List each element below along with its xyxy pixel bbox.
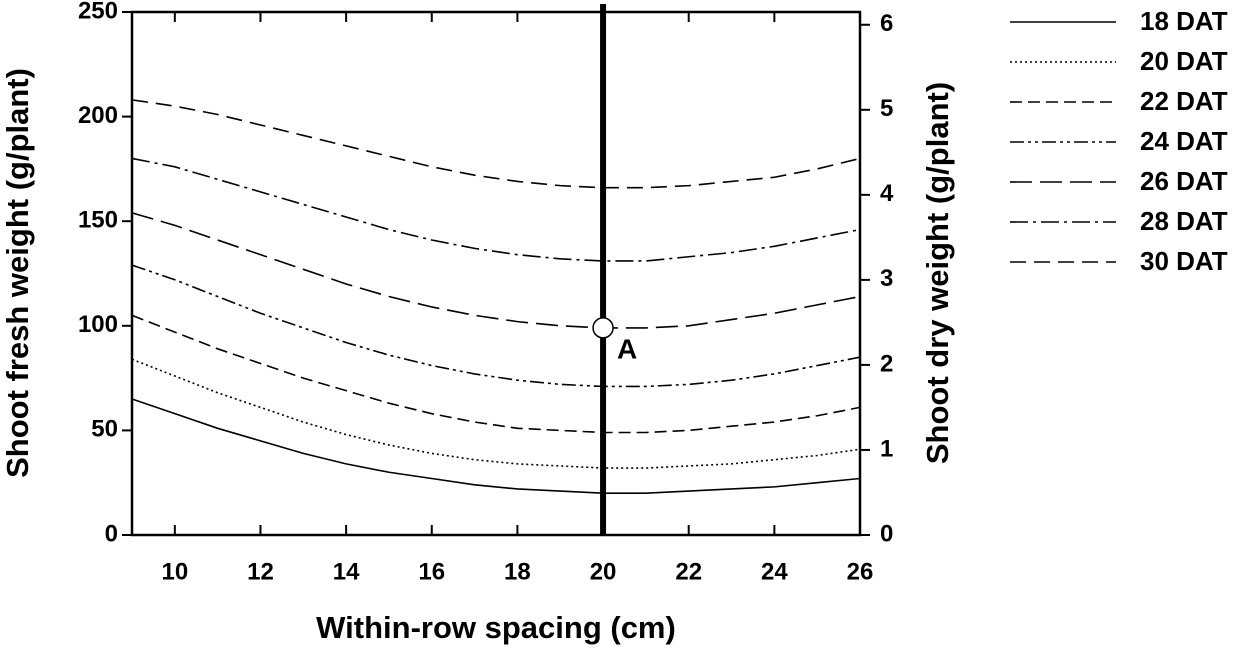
marker-point	[592, 317, 614, 339]
y2-tick-label: 1	[880, 435, 893, 462]
legend-label: 20 DAT	[1140, 46, 1228, 76]
series-line	[131, 314, 861, 434]
y-tick-label: 200	[78, 102, 118, 129]
y-tick-label: 0	[105, 520, 118, 547]
legend-label: 28 DAT	[1140, 206, 1228, 236]
y-tick-label: 50	[91, 416, 118, 443]
legend-label: 24 DAT	[1140, 126, 1228, 156]
y2-tick-label: 2	[880, 350, 893, 377]
x-axis-label: Within-row spacing (cm)	[316, 610, 676, 645]
y2-tick-label: 4	[880, 180, 894, 207]
series-line	[131, 264, 861, 388]
point-label: A	[617, 333, 637, 364]
x-tick-label: 14	[333, 558, 360, 585]
x-tick-label: 26	[847, 558, 874, 585]
y2-tick-label: 6	[880, 10, 893, 37]
y-tick-label: 250	[78, 0, 118, 24]
y2-axis-label: Shoot dry weight (g/plant)	[920, 82, 955, 464]
legend-label: 22 DAT	[1140, 86, 1228, 116]
x-tick-label: 16	[418, 558, 445, 585]
y-tick-label: 100	[78, 311, 118, 338]
y2-tick-label: 0	[880, 520, 893, 547]
series-line	[131, 157, 861, 262]
series-line	[131, 358, 861, 469]
y2-tick-label: 3	[880, 265, 893, 292]
series-line	[131, 99, 861, 189]
x-tick-label: 20	[590, 558, 617, 585]
x-tick-label: 12	[247, 558, 274, 585]
x-tick-label: 22	[675, 558, 702, 585]
x-tick-label: 24	[761, 558, 788, 585]
series-line	[131, 398, 861, 494]
x-tick-label: 10	[161, 558, 188, 585]
legend-label: 30 DAT	[1140, 246, 1228, 276]
y-tick-label: 150	[78, 207, 118, 234]
y-axis-label: Shoot fresh weight (g/plant)	[0, 68, 35, 478]
series-line	[131, 212, 861, 329]
legend-label: 18 DAT	[1140, 6, 1228, 36]
y2-tick-label: 5	[880, 95, 893, 122]
legend-label: 26 DAT	[1140, 166, 1228, 196]
x-tick-label: 18	[504, 558, 531, 585]
plot-frame	[130, 10, 862, 537]
